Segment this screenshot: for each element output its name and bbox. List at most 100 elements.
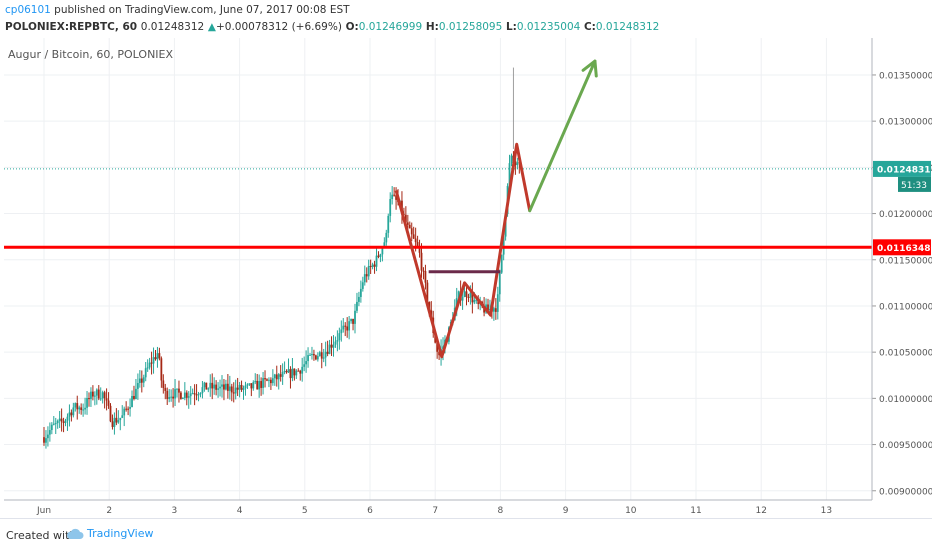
candle-body (271, 378, 274, 384)
candle-body (72, 407, 75, 416)
candle-body (334, 341, 337, 345)
candle-body (457, 291, 460, 299)
candle-body (502, 236, 505, 255)
close-label: C: (583, 21, 596, 33)
candle-body (487, 304, 489, 311)
candle-body (416, 242, 419, 247)
candle-body (275, 374, 278, 380)
candle-body (404, 214, 407, 223)
candle-body (463, 291, 466, 298)
candle-body (160, 358, 163, 381)
candle-body (320, 352, 323, 359)
candle-body (60, 418, 63, 422)
author-link[interactable]: cp06101 (5, 4, 51, 16)
candle-body (74, 403, 77, 408)
candle-body (344, 325, 347, 327)
symbol-label: POLONIEX:REPBTC, 60 (5, 21, 138, 33)
support-price-label: 0.01163480 (877, 244, 932, 254)
candle-body (217, 388, 219, 390)
candle-body (80, 407, 83, 410)
candle-body (285, 370, 288, 373)
support-price-label-bg (873, 239, 931, 256)
candle-body (148, 362, 151, 368)
candle-body (226, 383, 229, 391)
candle-body (127, 408, 130, 410)
last-price-label-bg (873, 160, 931, 177)
y-tick-label: 0.01300000 (879, 118, 932, 128)
candle-body (361, 282, 364, 289)
candle-body (223, 384, 225, 390)
close-value: 0.01248312 (595, 21, 660, 33)
candle-body (365, 274, 368, 277)
candle-body (385, 232, 388, 243)
candle-body (264, 378, 266, 380)
candle-body (369, 265, 372, 267)
candle-body (174, 389, 176, 399)
candle-body (254, 380, 257, 383)
x-tick-label: 4 (237, 506, 243, 516)
candle-body (183, 392, 186, 399)
candle-body (78, 407, 81, 410)
candle-body (166, 390, 169, 399)
candle-body (379, 254, 382, 257)
candle-body (393, 194, 396, 196)
candle-body (260, 381, 263, 388)
candle-body (170, 396, 173, 398)
candle-body (277, 374, 280, 380)
candle-body (203, 382, 206, 388)
candle-body (164, 387, 167, 391)
candle-body (301, 366, 304, 374)
candle-body (494, 308, 497, 312)
candle-body (273, 374, 276, 379)
candle-body (180, 392, 182, 399)
candle-body (48, 430, 51, 435)
candle-body (107, 400, 110, 406)
candle-body (373, 264, 376, 267)
x-tick-label: 2 (106, 506, 112, 516)
countdown-label: 51:33 (901, 181, 927, 191)
candle-body (76, 403, 79, 410)
candle-body (136, 383, 139, 389)
candle-body (135, 388, 137, 399)
candle-body (113, 417, 116, 427)
candle-body (95, 389, 98, 396)
candle-body (142, 377, 145, 383)
chart-header: cp06101 published on TradingView.com, Ju… (0, 0, 932, 38)
candle-body (287, 369, 290, 373)
candle-body (500, 254, 503, 273)
candle-body (234, 387, 237, 394)
candle-body (406, 222, 409, 225)
x-tick-label: 5 (302, 506, 308, 516)
candle-body (129, 407, 131, 409)
candle-body (316, 356, 319, 360)
low-value: 0.01235004 (516, 21, 581, 33)
candle-body (297, 370, 300, 372)
candle-body (62, 421, 65, 423)
candle-body (68, 412, 71, 417)
x-tick-label: 9 (563, 506, 569, 516)
candle-body (248, 383, 251, 385)
x-tick-label: 6 (367, 506, 373, 516)
candle-body (172, 396, 174, 399)
x-tick-label: 11 (690, 506, 701, 516)
open-value: 0.01246999 (358, 21, 423, 33)
y-tick-label: 0.01050000 (879, 349, 932, 359)
candle-body (414, 238, 417, 243)
candle-body (309, 354, 311, 356)
candle-body (47, 434, 49, 439)
candle-body (269, 379, 272, 384)
tradingview-link[interactable]: TradingView (66, 527, 153, 540)
candle-body (305, 361, 308, 365)
publish-info: cp06101 published on TradingView.com, Ju… (5, 4, 350, 16)
candle-body (252, 382, 255, 389)
candle-body (469, 292, 472, 298)
candle-body (238, 384, 241, 390)
candle-body (250, 383, 253, 389)
price-chart[interactable]: 0.013500000.013000000.012500000.01200000… (0, 38, 932, 518)
candle-body (168, 397, 171, 399)
target-arrow-head (581, 59, 598, 78)
candle-body (193, 393, 196, 395)
candle-body (221, 384, 223, 387)
chart-grid (4, 38, 872, 500)
candle-body (377, 255, 380, 257)
